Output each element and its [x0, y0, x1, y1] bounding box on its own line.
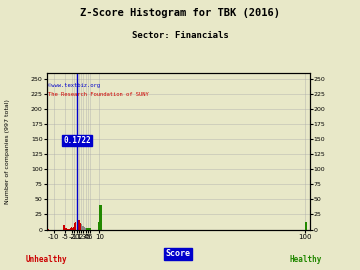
Bar [99, 205, 102, 230]
Text: The Research Foundation of SUNY: The Research Foundation of SUNY [48, 92, 149, 97]
Text: Healthy: Healthy [290, 255, 322, 264]
Text: Number of companies (997 total): Number of companies (997 total) [5, 99, 10, 204]
Bar [90, 228, 91, 230]
Bar [98, 222, 100, 230]
Bar [86, 228, 87, 230]
Bar [65, 228, 67, 230]
Text: Score: Score [166, 249, 191, 258]
Text: Unhealthy: Unhealthy [26, 255, 68, 264]
Bar [63, 225, 65, 229]
Text: Z-Score Histogram for TBK (2016): Z-Score Histogram for TBK (2016) [80, 8, 280, 18]
Bar [71, 227, 72, 230]
Text: Sector: Financials: Sector: Financials [132, 31, 228, 40]
Bar [89, 228, 90, 230]
Bar [305, 222, 307, 230]
Bar [87, 228, 88, 230]
Bar [73, 227, 74, 230]
Text: ©www.textbiz.org: ©www.textbiz.org [48, 83, 100, 88]
Bar [72, 228, 73, 230]
Bar [70, 228, 71, 230]
Bar [74, 224, 75, 230]
Bar [75, 222, 76, 230]
Text: 0.1722: 0.1722 [63, 136, 91, 145]
Bar [88, 228, 89, 230]
